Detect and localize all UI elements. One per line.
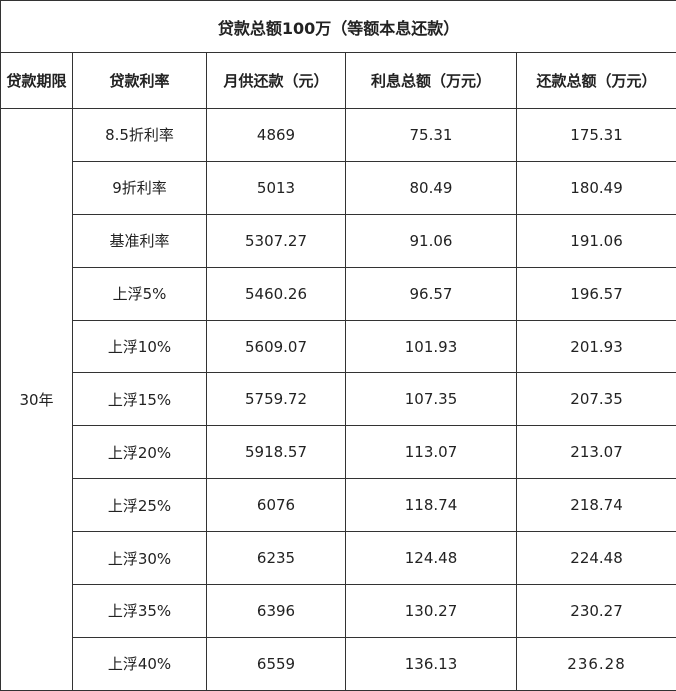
monthly-cell: 5609.07 xyxy=(207,320,346,373)
total-cell: 175.31 xyxy=(517,109,676,162)
interest-cell: 91.06 xyxy=(346,214,517,267)
rate-cell: 8.5折利率 xyxy=(73,109,207,162)
rate-cell: 上浮40% xyxy=(73,637,207,690)
monthly-cell: 5918.57 xyxy=(207,426,346,479)
monthly-cell: 6235 xyxy=(207,532,346,585)
header-term: 贷款期限 xyxy=(1,53,73,109)
total-cell: 218.74 xyxy=(517,479,676,532)
rate-cell: 上浮20% xyxy=(73,426,207,479)
rate-cell: 上浮25% xyxy=(73,479,207,532)
interest-cell: 118.74 xyxy=(346,479,517,532)
total-cell: 224.48 xyxy=(517,532,676,585)
monthly-cell: 6559 xyxy=(207,637,346,690)
rate-cell: 9折利率 xyxy=(73,161,207,214)
rate-cell: 上浮15% xyxy=(73,373,207,426)
monthly-cell: 5460.26 xyxy=(207,267,346,320)
term-cell: 30年 xyxy=(1,109,73,691)
total-cell: 180.49 xyxy=(517,161,676,214)
rate-cell: 上浮35% xyxy=(73,585,207,638)
header-row: 贷款期限 贷款利率 月供还款（元） 利息总额（万元） 还款总额（万元） xyxy=(1,53,676,109)
total-cell: 236.28 xyxy=(517,637,676,690)
total-cell: 207.35 xyxy=(517,373,676,426)
monthly-cell: 6396 xyxy=(207,585,346,638)
header-monthly: 月供还款（元） xyxy=(207,53,346,109)
total-cell: 230.27 xyxy=(517,585,676,638)
monthly-cell: 6076 xyxy=(207,479,346,532)
table-title: 贷款总额100万（等额本息还款） xyxy=(1,1,676,53)
total-cell: 213.07 xyxy=(517,426,676,479)
rate-cell: 基准利率 xyxy=(73,214,207,267)
interest-cell: 107.35 xyxy=(346,373,517,426)
rate-cell: 上浮5% xyxy=(73,267,207,320)
interest-cell: 124.48 xyxy=(346,532,517,585)
rate-cell: 上浮10% xyxy=(73,320,207,373)
header-rate: 贷款利率 xyxy=(73,53,207,109)
monthly-cell: 5013 xyxy=(207,161,346,214)
monthly-cell: 5759.72 xyxy=(207,373,346,426)
interest-cell: 80.49 xyxy=(346,161,517,214)
interest-cell: 113.07 xyxy=(346,426,517,479)
total-cell: 191.06 xyxy=(517,214,676,267)
rate-cell: 上浮30% xyxy=(73,532,207,585)
interest-cell: 96.57 xyxy=(346,267,517,320)
header-total: 还款总额（万元） xyxy=(517,53,676,109)
monthly-cell: 5307.27 xyxy=(207,214,346,267)
interest-cell: 130.27 xyxy=(346,585,517,638)
monthly-cell: 4869 xyxy=(207,109,346,162)
total-cell: 196.57 xyxy=(517,267,676,320)
header-interest: 利息总额（万元） xyxy=(346,53,517,109)
interest-cell: 136.13 xyxy=(346,637,517,690)
interest-cell: 101.93 xyxy=(346,320,517,373)
interest-cell: 75.31 xyxy=(346,109,517,162)
total-cell: 201.93 xyxy=(517,320,676,373)
